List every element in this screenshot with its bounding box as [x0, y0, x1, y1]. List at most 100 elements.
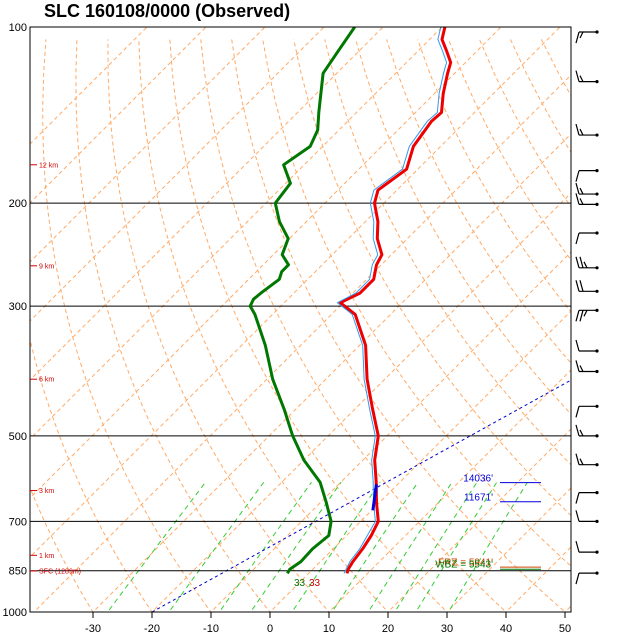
barb-station-dot — [595, 30, 599, 34]
temp-tick-label: 50 — [559, 623, 571, 635]
barb-station-dot — [595, 519, 599, 523]
dry-adiabat-line — [107, 39, 330, 612]
temperature-trace — [338, 27, 453, 574]
barb-flag — [579, 365, 584, 372]
isotherm-line — [269, 310, 571, 612]
wind-barb — [575, 360, 599, 374]
level-annotation-label: WBZ = 5543' — [435, 560, 493, 571]
dry-adiabat-line — [75, 39, 271, 612]
barb-flag — [575, 256, 580, 268]
isotherm-line — [446, 487, 571, 612]
barb-flag — [575, 310, 580, 322]
mixing-ratio-line — [218, 481, 312, 612]
wind-barb — [575, 424, 599, 438]
wind-barb — [575, 70, 599, 84]
surface-temperature-label: 33 — [309, 578, 321, 589]
barb-station-dot — [595, 202, 599, 206]
dry-adiabat-line — [30, 337, 153, 612]
height-label: 6 km — [39, 377, 54, 384]
wind-barb — [575, 571, 599, 585]
dry-adiabat-line — [324, 39, 571, 466]
barb-station-dot — [595, 490, 599, 495]
temp-tick-label: 30 — [441, 623, 453, 635]
surface-labels: 33 33 — [294, 578, 321, 589]
wind-barb — [575, 182, 599, 196]
height-label: SFC (1289m) — [39, 569, 81, 576]
isotherm-line — [33, 74, 571, 612]
height-label: 3 km — [39, 488, 54, 495]
isotherm-line — [30, 27, 384, 381]
wind-barb — [575, 256, 599, 270]
pressure-tick-label: 850 — [9, 566, 27, 578]
barb-station-dot — [595, 550, 599, 554]
mixing-ratio-line — [367, 481, 453, 612]
mixing-ratio-line — [415, 481, 498, 612]
pressure-tick-label: 300 — [9, 301, 27, 313]
barb-station-dot — [595, 463, 599, 467]
barb-flag — [575, 453, 580, 465]
temp-tick-label: 0 — [267, 623, 273, 635]
isotherm-line — [30, 27, 266, 263]
temp-tick-label: -20 — [144, 623, 160, 635]
level-annotation-label: 11671' — [464, 493, 493, 504]
barb-flag — [575, 339, 580, 352]
barb-flag — [575, 540, 580, 553]
wind-barb — [575, 453, 599, 467]
barb-station-dot — [595, 192, 599, 196]
isotherm-line — [151, 192, 571, 612]
pressure-tick-label: 700 — [9, 516, 27, 528]
barb-flag — [579, 310, 584, 322]
pressure-tick-label: 200 — [9, 198, 27, 210]
temp-tick-label: 40 — [500, 623, 512, 635]
dry-adiabat-line — [138, 39, 389, 612]
parcel-segment-trace — [371, 484, 378, 511]
barb-station-dot — [595, 133, 599, 137]
barb-flag — [575, 31, 580, 44]
isotherm-line — [30, 27, 561, 558]
temp-tick-label: 20 — [382, 623, 394, 635]
height-label: 12 km — [39, 162, 58, 169]
dry-adiabat-line — [417, 39, 571, 313]
isotherm-line — [505, 546, 571, 612]
temp-tick-label: 10 — [323, 623, 335, 635]
mixing-ratio-line — [394, 481, 478, 612]
wind-barb — [575, 123, 599, 137]
pressure-level-lines — [30, 26, 571, 613]
barb-flag — [579, 31, 584, 39]
barb-station-dot — [595, 571, 599, 575]
isotherm-line — [30, 27, 325, 322]
barb-flag — [579, 256, 584, 268]
barb-station-dot — [595, 80, 599, 84]
dry-adiabat-line — [572, 39, 626, 624]
dry-adiabat-line — [510, 39, 571, 154]
barb-flag — [579, 128, 584, 136]
wind-barb — [575, 169, 599, 182]
barb-flag — [579, 429, 584, 437]
plot-frame — [29, 26, 572, 613]
dry-adiabat-line — [448, 39, 571, 261]
dry-adiabat-line — [603, 39, 626, 624]
wind-barb — [575, 490, 599, 504]
pressure-axis: 100 200 300 500 700 850 1000 — [3, 22, 27, 619]
dry-adiabat-line — [540, 39, 571, 97]
barb-flag — [575, 424, 580, 437]
dry-adiabat-line — [30, 486, 94, 612]
barb-station-dot — [595, 434, 599, 438]
lifted-parcel-line — [151, 379, 571, 612]
sounding-traces — [248, 27, 453, 575]
barb-flag — [575, 123, 580, 136]
pressure-tick-label: 500 — [9, 431, 27, 443]
dry-adiabat-line — [355, 39, 571, 415]
dry-adiabat-line — [479, 39, 571, 208]
isotherm-line — [92, 133, 571, 612]
barb-flag — [579, 280, 584, 292]
barb-flag — [575, 406, 580, 418]
isotherm-line — [30, 27, 148, 145]
wind-barb — [575, 510, 599, 523]
wind-barb — [575, 231, 599, 245]
barb-flag — [575, 360, 580, 372]
mixing-ratio-line — [331, 481, 419, 612]
barb-station-dot — [595, 266, 599, 270]
temp-tick-label: -10 — [203, 623, 219, 635]
